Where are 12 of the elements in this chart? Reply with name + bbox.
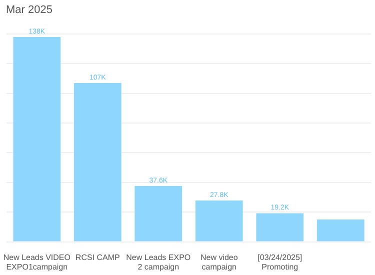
bar [13,36,61,242]
x-tick-label: New Leads EXPO 2 campaign [126,252,191,272]
x-tick-label: RCSI CAMP [75,252,120,262]
x-tick-label: [03/24/2025] Promoting [258,252,302,272]
bar [134,186,182,242]
bar [316,220,364,242]
chart-title: Mar 2025 [6,4,52,16]
x-tick-label: New video campaign [200,252,238,272]
x-tick-label: New Leads VIDEO EXPO1campaign [3,252,70,272]
bar [256,213,304,242]
bar [195,200,243,242]
bar [74,82,122,242]
